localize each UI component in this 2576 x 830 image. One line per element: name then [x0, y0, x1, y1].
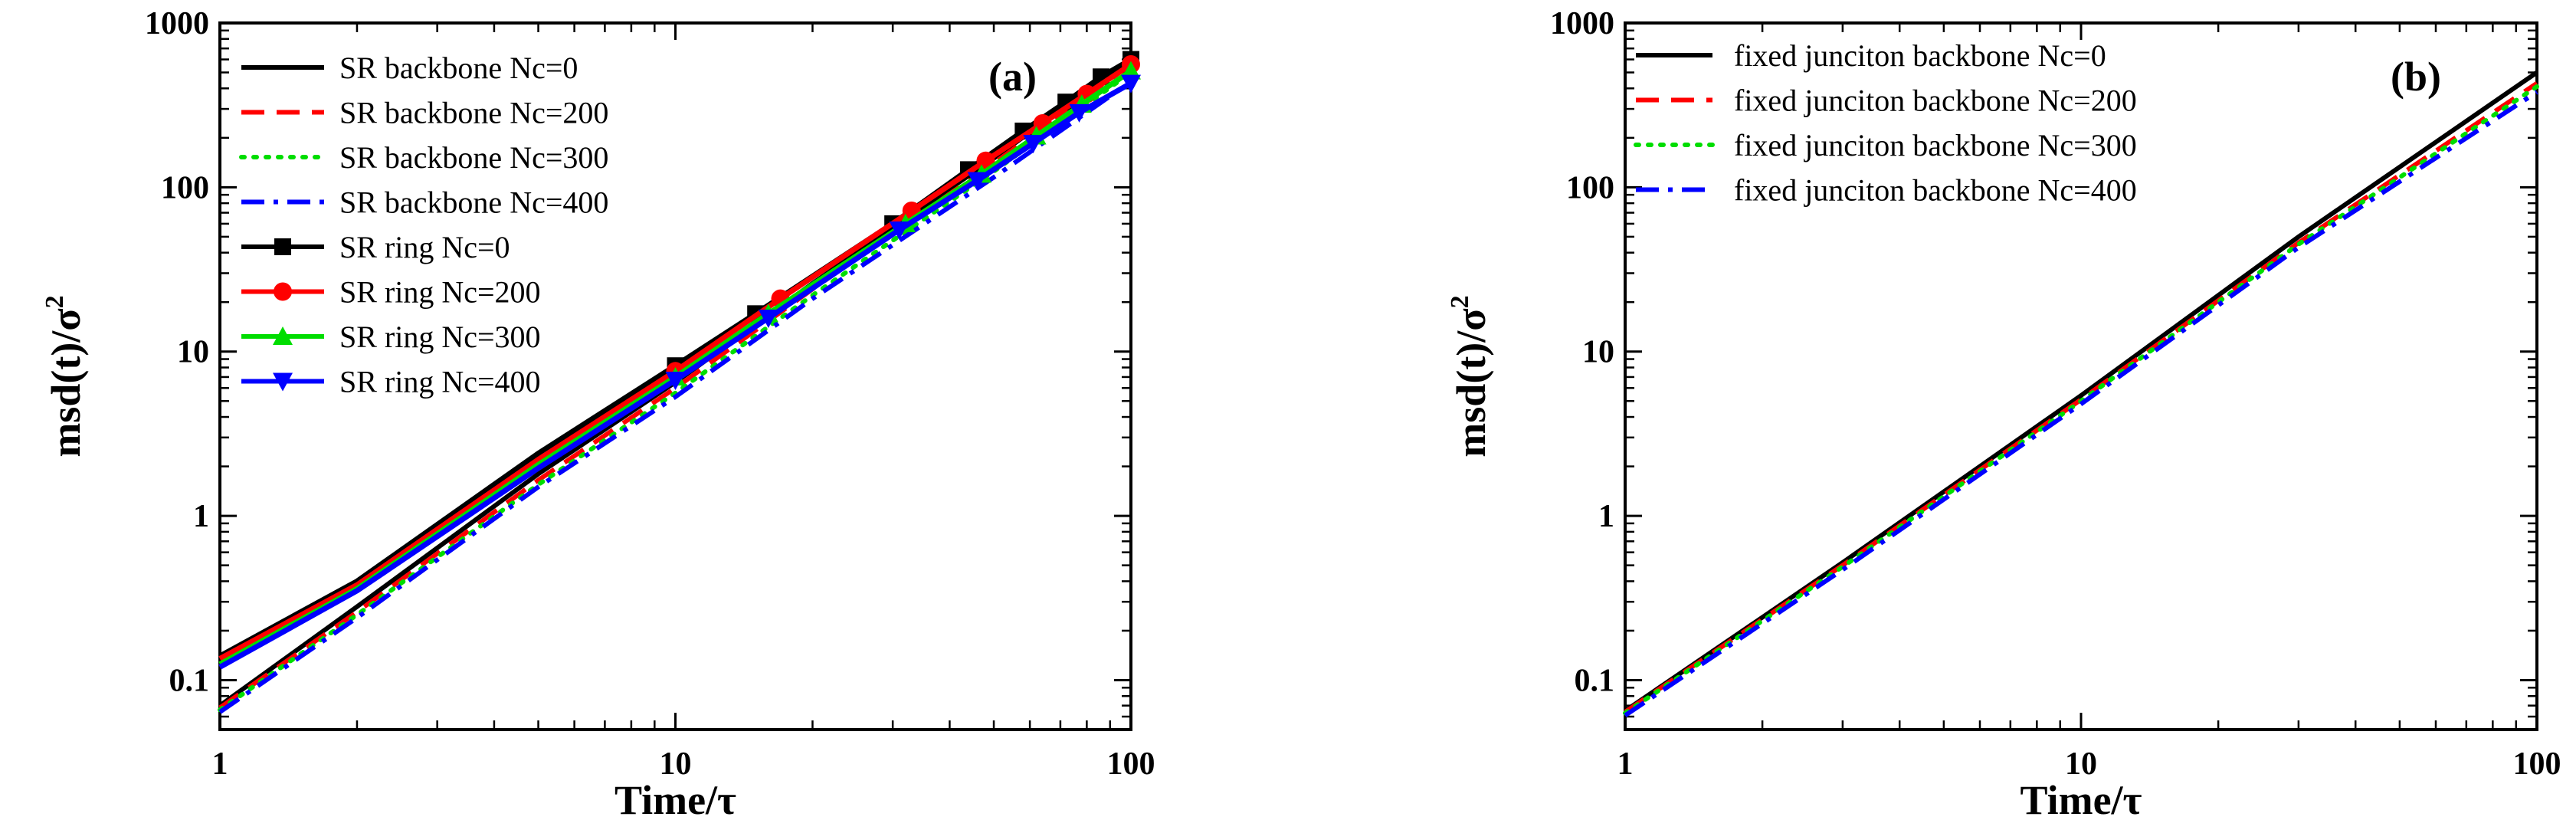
panel-b-x-axis-title: Time/τ: [2020, 777, 2142, 823]
y-tick-label: 100: [1566, 170, 1614, 205]
y-tick-label: 10: [177, 335, 209, 370]
series-marker-sr-ring-nc-400: [758, 309, 778, 328]
x-tick-label: 1: [212, 746, 228, 782]
panel-a-x-axis-title: Time/τ: [615, 777, 736, 823]
legend-label-fixed-junciton-backbone-nc-300: fixed junciton backbone Nc=300: [1734, 128, 2137, 162]
legend-label-sr-ring-nc-0: SR ring Nc=0: [339, 230, 510, 264]
legend-label-sr-backbone-nc-200: SR backbone Nc=200: [339, 96, 608, 130]
series-line-fixed-junciton-backbone-nc-0: [1624, 71, 2538, 714]
series-line-fixed-junciton-backbone-nc-300: [1623, 84, 2539, 716]
legend-label-fixed-junciton-backbone-nc-0: fixed junciton backbone Nc=0: [1734, 38, 2106, 73]
series-line-fixed-junciton-backbone-nc-200: [1624, 81, 2538, 714]
panel-b-legend: fixed junciton backbone Nc=0 fixed juncit…: [1634, 38, 2137, 208]
panel-a-y-axis-title-main: msd(t)/σ: [43, 308, 89, 458]
panel-b-y-axis-title: msd(t)/σ2: [1446, 295, 1494, 457]
legend-label-fixed-junciton-backbone-nc-400: fixed junciton backbone Nc=400: [1734, 173, 2137, 208]
y-tick-label: 100: [161, 170, 209, 205]
legend-marker-sr-ring-nc-300: [273, 326, 293, 345]
panel-a-y-axis-title: msd(t)/σ2: [41, 295, 89, 457]
x-tick-label: 1: [1617, 746, 1634, 782]
y-tick-label: 1: [1598, 499, 1614, 534]
legend-label-sr-ring-nc-200: SR ring Nc=200: [339, 275, 541, 310]
legend-label-fixed-junciton-backbone-nc-200: fixed junciton backbone Nc=200: [1734, 84, 2137, 118]
y-tick-label: 1: [193, 499, 209, 534]
series-marker-sr-ring-nc-400: [967, 172, 988, 191]
legend-marker-sr-ring-nc-400: [273, 372, 293, 392]
series-marker-sr-ring-nc-400: [889, 221, 909, 241]
y-tick-label: 10: [1582, 335, 1614, 370]
series-line-fixed-junciton-backbone-nc-400: [1624, 90, 2538, 717]
legend-marker-sr-ring-nc-0: [274, 238, 291, 255]
series-marker-sr-ring-nc-400: [665, 372, 686, 391]
x-tick-label: 10: [660, 746, 692, 782]
series-line-sr-ring-nc-200: [218, 62, 1132, 661]
panel-b-series-group: [1623, 71, 2539, 717]
series-marker-sr-ring-nc-400: [1121, 74, 1141, 93]
panel-a-series-group: [218, 51, 1141, 714]
legend-marker-sr-ring-nc-200: [274, 282, 292, 301]
y-tick-label: 1000: [145, 6, 209, 41]
legend-label-sr-ring-nc-300: SR ring Nc=300: [339, 320, 541, 354]
y-tick-label: 0.1: [169, 663, 210, 698]
panel-a-label: (a): [988, 54, 1037, 100]
panel-b-chart: 1 10 100 0.1 1 10 100 1000 fixed junciton backb…: [1446, 6, 2561, 823]
series-marker-sr-ring-nc-400: [1023, 135, 1044, 154]
y-tick-label: 0.1: [1575, 663, 1615, 698]
x-tick-label: 10: [2065, 746, 2097, 782]
legend-label-sr-ring-nc-400: SR ring Nc=400: [339, 365, 541, 399]
panel-b-label: (b): [2391, 54, 2441, 100]
panel-b-y-axis-title-main: msd(t)/σ: [1448, 308, 1494, 458]
legend-label-sr-backbone-nc-300: SR backbone Nc=300: [339, 140, 608, 175]
panel-b-y-axis-title-superscript: 2: [1446, 295, 1474, 308]
series-line-sr-ring-nc-400: [218, 80, 1132, 670]
panel-a-y-axis-title-superscript: 2: [41, 295, 69, 308]
x-tick-label: 100: [1107, 746, 1155, 782]
legend-label-sr-backbone-nc-0: SR backbone Nc=0: [339, 51, 578, 85]
legend-label-sr-backbone-nc-400: SR backbone Nc=400: [339, 185, 608, 220]
series-line-sr-backbone-nc-400: [218, 79, 1132, 714]
x-tick-label: 100: [2513, 746, 2561, 782]
y-tick-label: 1000: [1550, 6, 1614, 41]
panel-a-legend: SR backbone Nc=0 SR backbone Nc=200 SR bac…: [239, 51, 608, 399]
series-marker-sr-ring-nc-400: [1069, 103, 1090, 123]
panel-b-axis-ticks: 1 10 100 0.1 1 10 100 1000: [1550, 6, 2561, 782]
